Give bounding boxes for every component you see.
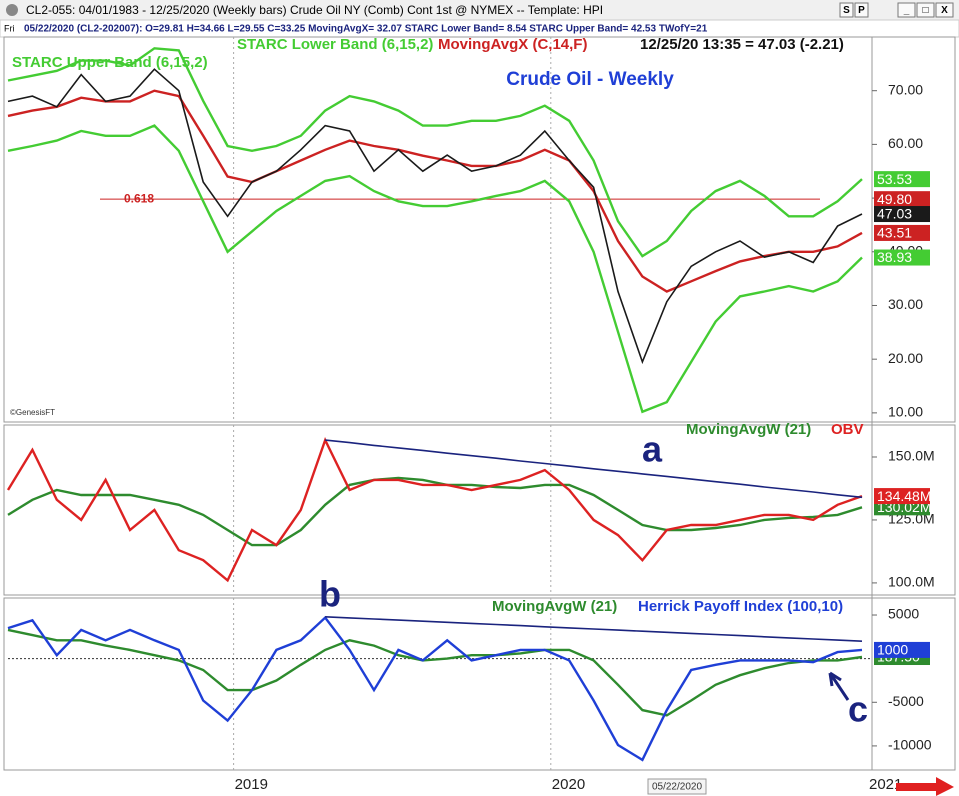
fib-label: 0.618	[124, 191, 154, 205]
window-button[interactable]	[897, 2, 916, 18]
series-line	[7, 47, 863, 258]
trend-line	[325, 616, 863, 642]
annotation-arrow	[828, 671, 850, 701]
y-tick-label: 10.00	[888, 404, 923, 420]
x-tick-label: 2019	[235, 776, 268, 793]
plot-area: 20192020202110.0020.0030.0040.0050.0060.…	[3, 36, 956, 793]
x-tick-label: 2020	[552, 776, 585, 793]
x-tick-label: 2021	[869, 776, 902, 793]
y-tick-label: 5000	[888, 606, 919, 622]
window-button[interactable]	[916, 2, 935, 18]
last-value-label-box	[874, 488, 930, 505]
window-button-label: P	[858, 5, 865, 16]
last-value-label-box	[874, 206, 930, 223]
annotation: a	[642, 429, 663, 470]
window-buttons: S P _ □ X	[839, 2, 954, 18]
window-button[interactable]	[854, 2, 869, 18]
legend-entry: OBV	[831, 421, 864, 438]
legend-entry: Herrick Payoff Index (100,10)	[638, 598, 843, 615]
trend-line	[325, 439, 863, 499]
last-value-label-box	[874, 249, 930, 266]
annotation: c	[848, 689, 868, 730]
credit: ©GenesisFT	[10, 408, 55, 417]
price-stamp: 12/25/20 13:35 = 47.03 (-2.21)	[640, 36, 844, 53]
legend-entry: STARC Upper Band (6,15,2)	[12, 54, 208, 71]
last-value-label-box	[874, 224, 930, 241]
window-button-label: X	[941, 5, 948, 16]
series-line	[7, 68, 863, 365]
window-button[interactable]	[935, 2, 954, 18]
last-value-label: 47.03	[877, 206, 912, 222]
legend-entry: MovingAvgW (21)	[686, 421, 811, 438]
last-value-label: 38.93	[877, 249, 912, 265]
title-bar	[0, 0, 959, 20]
fib-value-label-box	[874, 191, 930, 208]
series-line	[7, 124, 863, 414]
info-day: Fri	[4, 23, 15, 33]
series-line	[6, 436, 863, 583]
series-line	[7, 476, 863, 547]
legend-entry: MovingAvgW (21)	[492, 598, 617, 615]
window-button[interactable]	[839, 2, 854, 18]
cursor-date-box	[647, 778, 707, 795]
panel-frame	[3, 597, 956, 771]
series-line	[7, 89, 863, 293]
info-line: 05/22/2020 (CL2-202007): O=29.81 H=34.66…	[24, 24, 708, 35]
window-button-label: □	[922, 5, 928, 16]
app-icon	[6, 4, 18, 16]
last-value-label: 134.48M	[877, 488, 931, 504]
chart-title: Crude Oil - Weekly	[506, 69, 674, 90]
annotation: b	[319, 574, 341, 615]
y-tick-label: 60.00	[888, 135, 923, 151]
y-tick-label: 150.0M	[888, 448, 935, 464]
last-value-label-box	[874, 171, 930, 188]
y-tick-label: 70.00	[888, 81, 923, 97]
y-tick-label: 30.00	[888, 296, 923, 312]
scroll-arrow[interactable]	[896, 777, 954, 796]
cursor-date: 05/22/2020	[652, 782, 702, 793]
last-value-label: 43.51	[877, 225, 912, 241]
panel-frame	[3, 424, 956, 596]
last-value-label: 53.53	[877, 171, 912, 187]
y-tick-label: 20.00	[888, 350, 923, 366]
last-value-label-box	[874, 641, 930, 658]
legend-entry: STARC Lower Band (6,15,2)	[237, 36, 433, 53]
last-value-label: 1000	[877, 642, 908, 658]
series-line	[7, 628, 863, 717]
panel-frame	[3, 36, 956, 423]
legend-entry: MovingAvgX (C,14,F)	[438, 36, 587, 53]
y-tick-label: -10000	[888, 737, 932, 753]
window-title: CL2-055: 04/01/1983 - 12/25/2020 (Weekly…	[26, 3, 603, 17]
y-tick-label: -5000	[888, 693, 924, 709]
window-button-label: _	[903, 5, 910, 16]
series-line	[7, 615, 863, 762]
fib-value-label: 49.80	[877, 191, 912, 207]
window-button-label: S	[843, 5, 850, 16]
y-tick-label: 100.0M	[888, 574, 935, 590]
